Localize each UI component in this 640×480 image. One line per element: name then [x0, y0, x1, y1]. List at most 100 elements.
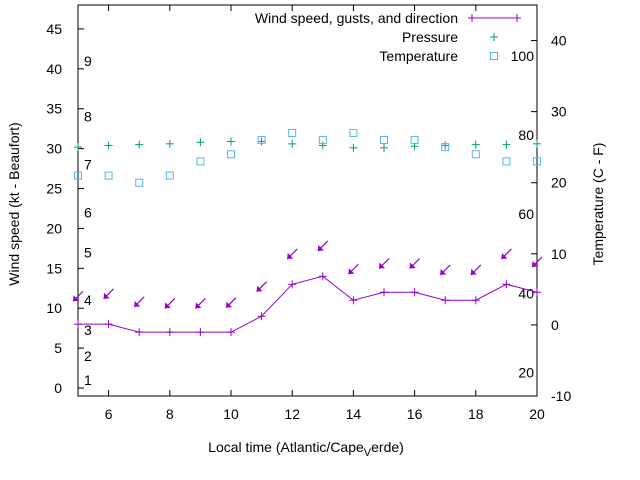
y2-axis-label: Temperature (C - F): [590, 143, 606, 266]
y-tick-label: 40: [46, 61, 62, 77]
gust-arrow: [164, 298, 176, 309]
gust-arrow-head: [317, 244, 324, 251]
gust-arrow: [256, 281, 268, 293]
y-tick-label: 45: [46, 21, 62, 37]
x-axis-label-sub: V: [364, 447, 372, 459]
gust-arrow: [409, 258, 421, 269]
wind-speed-point: [471, 296, 480, 305]
wind-speed-point: [502, 280, 511, 289]
x-tick-label: 10: [223, 406, 239, 422]
wind-speed-point: [318, 272, 327, 281]
wind-speed-point: [135, 328, 144, 337]
pressure-point: [165, 139, 174, 148]
wind-speed-line: [78, 275, 538, 333]
wind-speed-point: [441, 296, 450, 305]
temperature-point: [227, 150, 235, 159]
wind-speed-point: [533, 288, 541, 297]
x-tick-label: 12: [284, 406, 300, 422]
x-axis-label-main: Local time (Atlantic/Cape: [208, 439, 364, 455]
gust-arrow: [317, 240, 329, 252]
gust-arrow-head: [501, 252, 508, 259]
pressure-point: [380, 143, 388, 152]
gust-arrow: [531, 256, 543, 268]
gust-arrow-head: [256, 285, 263, 292]
pressure-point: [502, 140, 511, 149]
x-axis-label-tail: erde): [371, 439, 404, 455]
gust-arrow: [286, 248, 298, 260]
legend-swatches: [468, 14, 521, 60]
temperature-point: [471, 150, 480, 159]
fahrenheit-label: 100: [511, 48, 535, 64]
legend-label-pressure: Pressure: [402, 29, 458, 45]
y-tick-label: 10: [46, 300, 62, 316]
pressure-point: [227, 137, 235, 146]
plot-marks: [72, 128, 543, 337]
legend-swatch-temperature: [490, 52, 498, 60]
y2-tick-label: 0: [551, 317, 559, 333]
legend-swatch-wind-start: [468, 14, 476, 22]
y-tick-label: 0: [54, 380, 62, 396]
beaufort-label: 7: [84, 157, 92, 173]
gust-arrow-head: [379, 262, 385, 269]
legend: Wind speed, gusts, and direction Pressur…: [255, 10, 521, 64]
temperature-point: [318, 136, 327, 145]
x-tick-label: 8: [166, 406, 174, 422]
beaufort-label: 8: [84, 109, 92, 125]
gust-arrow: [500, 248, 512, 260]
wind-speed-point: [74, 320, 82, 329]
temperature-point: [74, 171, 82, 180]
pressure-point: [196, 138, 205, 147]
temperature-point: [104, 171, 113, 180]
legend-label-wind: Wind speed, gusts, and direction: [255, 10, 458, 26]
legend-swatch-pressure: [490, 33, 498, 41]
gust-arrow-head: [348, 268, 355, 275]
beaufort-label: 5: [84, 244, 92, 260]
pressure-point: [257, 137, 266, 146]
fahrenheit-label: 20: [518, 365, 534, 381]
wind-speed-point: [410, 288, 419, 297]
gust-arrow-head: [195, 302, 202, 309]
temperature-point: [441, 143, 450, 152]
plot-border: [77, 4, 538, 397]
pressure-point: [349, 143, 358, 152]
fahrenheit-label: 40: [518, 286, 534, 302]
wind-speed-point: [104, 320, 113, 329]
pressure-point: [288, 139, 297, 148]
gust-arrow-head: [103, 292, 110, 299]
gust-arrow: [103, 288, 115, 300]
temperature-point: [533, 157, 541, 166]
legend-swatch-wind-end: [513, 14, 521, 22]
fahrenheit-label: 80: [518, 127, 534, 143]
beaufort-label: 1: [84, 372, 92, 388]
y-tick-label: 25: [46, 181, 62, 197]
fahrenheit-label: 60: [518, 206, 534, 222]
x-tick-label: 14: [346, 406, 362, 422]
plot-frame: 6 8 10 12 14 16 18 20051015202530354045-1001020…: [46, 4, 571, 422]
y-tick-label: 30: [46, 141, 62, 157]
gust-arrow: [133, 296, 145, 308]
y-tick-label: 35: [46, 101, 62, 117]
pressure-point: [135, 140, 144, 149]
x-tick-label: 6: [105, 406, 113, 422]
beaufort-label: 4: [84, 292, 92, 308]
y-axis-label: Wind speed (kt - Beaufort): [6, 122, 22, 285]
temperature-point: [380, 136, 388, 145]
temperature-point: [135, 178, 144, 187]
pressure-point: [318, 141, 327, 150]
temperature-point: [165, 171, 174, 180]
gust-arrow: [194, 298, 206, 309]
gust-arrow-head: [164, 302, 171, 309]
y2-tick-label: 10: [551, 246, 567, 262]
temperature-point: [288, 128, 297, 137]
beaufort-label: 3: [84, 322, 92, 338]
wind-speed-point: [227, 328, 235, 337]
wind-speed-point: [288, 280, 297, 289]
temperature-point: [502, 157, 511, 166]
gust-arrow-head: [287, 252, 294, 259]
gust-arrow-head: [440, 268, 447, 275]
wind-speed-point: [257, 312, 266, 321]
x-tick-label: 20: [529, 406, 545, 422]
beaufort-label: 2: [84, 348, 92, 364]
y2-tick-label: 20: [551, 175, 567, 191]
